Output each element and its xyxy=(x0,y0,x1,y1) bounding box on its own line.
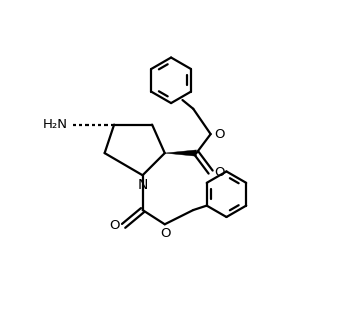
Text: H₂N: H₂N xyxy=(42,118,67,131)
Polygon shape xyxy=(165,150,196,156)
Text: N: N xyxy=(138,178,148,192)
Text: O: O xyxy=(215,128,225,141)
Text: O: O xyxy=(215,166,225,179)
Text: O: O xyxy=(109,219,120,232)
Text: O: O xyxy=(160,227,171,240)
